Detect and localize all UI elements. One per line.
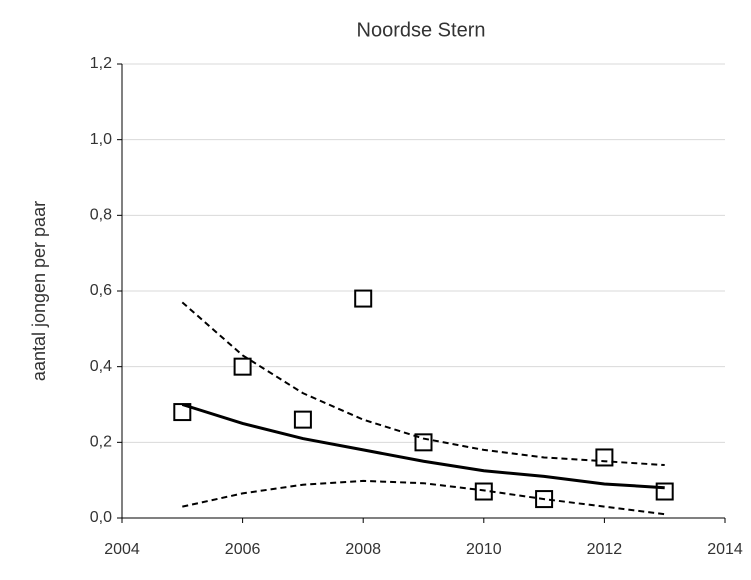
y-axis-label: aantal jongen per paar [29, 201, 49, 381]
x-tick-label: 2014 [707, 541, 743, 558]
y-tick-label: 0,2 [90, 434, 112, 451]
y-tick-label: 0,0 [90, 509, 112, 526]
confidence-line [182, 479, 665, 516]
y-tick-label: 1,2 [90, 55, 112, 72]
x-tick-label: 2006 [225, 541, 261, 558]
data-point [354, 289, 373, 308]
x-tick-label: 2010 [466, 541, 502, 558]
data-point [595, 448, 614, 467]
y-tick-label: 1,0 [90, 131, 112, 148]
y-tick-label: 0,4 [90, 358, 112, 375]
x-tick-label: 2004 [104, 541, 140, 558]
y-tick-label: 0,8 [90, 207, 112, 224]
chart-title: Noordse Stern [357, 19, 486, 41]
confidence-line [181, 301, 665, 467]
data-point [474, 482, 493, 501]
data-point [173, 403, 192, 422]
y-tick-label: 0,6 [90, 282, 112, 299]
x-tick-label: 2012 [587, 541, 623, 558]
trend-line [181, 403, 665, 490]
x-tick-label: 2008 [345, 541, 381, 558]
data-point [233, 357, 252, 376]
data-point [293, 410, 312, 429]
